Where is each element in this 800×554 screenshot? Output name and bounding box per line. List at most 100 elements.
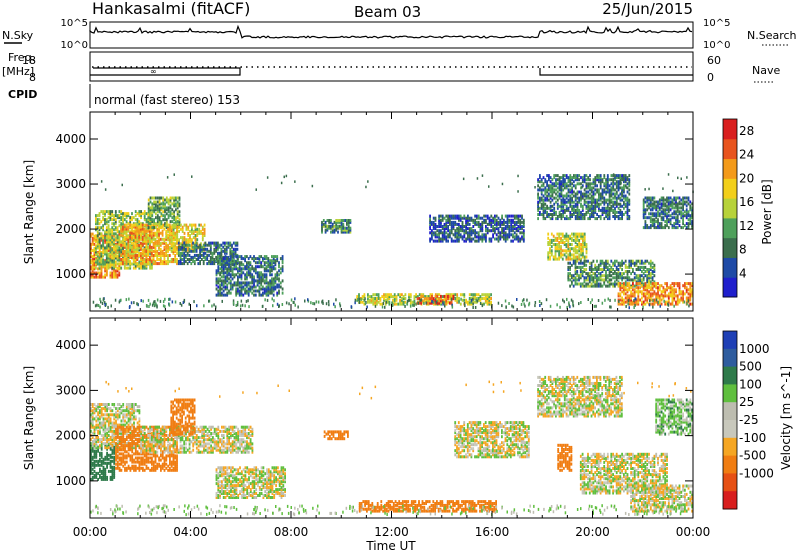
- range-gate-cell: [447, 293, 450, 297]
- range-gate-cell: [244, 267, 246, 271]
- range-gate-cell: [569, 178, 572, 182]
- range-gate-cell: [274, 275, 277, 279]
- range-gate-cell: [490, 229, 493, 233]
- range-gate-cell: [138, 243, 140, 247]
- range-gate-cell: [143, 214, 146, 218]
- range-gate-cell: [637, 259, 640, 263]
- range-gate-cell: [580, 234, 582, 238]
- range-gate-cell: [642, 202, 645, 206]
- range-gate-cell: [114, 256, 117, 260]
- range-gate-cell: [269, 273, 271, 277]
- range-gate-cell: [447, 294, 449, 298]
- range-gate-cell: [626, 217, 629, 221]
- range-gate-cell: [132, 249, 135, 253]
- range-gate-cell: [161, 231, 164, 235]
- range-gate-cell: [253, 259, 255, 263]
- range-gate-cell: [138, 227, 140, 231]
- range-gate-cell: [474, 220, 476, 224]
- range-gate-cell: [608, 274, 611, 278]
- range-gate-cell: [562, 178, 565, 182]
- range-gate-cell: [476, 235, 478, 239]
- range-gate-cell: [95, 244, 97, 248]
- range-gate-cell: [217, 265, 220, 269]
- range-gate-cell: [321, 228, 323, 232]
- range-gate-cell: [537, 178, 539, 182]
- range-gate-cell: [476, 222, 478, 226]
- range-gate-cell: [601, 278, 604, 282]
- range-gate-cell: [100, 273, 103, 277]
- range-gate-cell: [102, 216, 104, 220]
- range-gate-cell: [129, 266, 132, 270]
- range-gate-cell: [260, 293, 263, 297]
- range-gate-cell: [621, 284, 623, 288]
- range-gate-cell: [109, 210, 112, 214]
- range-gate-cell: [229, 269, 232, 273]
- range-gate-cell: [610, 259, 613, 263]
- range-gate-cell: [456, 229, 458, 233]
- range-gate-cell: [143, 227, 146, 231]
- range-gate-cell: [138, 239, 140, 243]
- range-gate-cell: [100, 252, 103, 256]
- range-gate-cell: [242, 267, 245, 271]
- range-gate-cell: [180, 236, 182, 240]
- range-gate-cell: [274, 263, 277, 267]
- range-gate-cell: [169, 206, 172, 210]
- range-gate-cell: [263, 287, 266, 291]
- range-gate-cell: [644, 298, 647, 302]
- range-gate-cell: [562, 202, 565, 206]
- range-gate-cell: [560, 241, 562, 244]
- range-gate-cell: [574, 215, 577, 218]
- range-gate-cell: [272, 267, 275, 271]
- range-gate-cell: [626, 200, 629, 204]
- range-gate-cell: [583, 213, 586, 216]
- range-gate-cell: [572, 232, 575, 236]
- range-gate-cell: [221, 275, 223, 279]
- range-gate-cell: [131, 256, 133, 259]
- range-gate-cell: [549, 241, 551, 244]
- range-gate-cell: [539, 198, 541, 202]
- range-gate-cell: [183, 236, 186, 240]
- range-gate-cell: [615, 190, 618, 194]
- range-gate-cell: [519, 218, 522, 222]
- range-gate-cell: [129, 245, 131, 249]
- range-gate-cell: [571, 204, 573, 208]
- range-gate-cell: [612, 204, 615, 208]
- range-gate-cell: [187, 225, 190, 229]
- range-gate-cell: [569, 247, 571, 251]
- range-gate-cell: [138, 254, 140, 257]
- range-gate-cell: [271, 289, 273, 293]
- range-gate-cell: [603, 261, 606, 265]
- range-gate-cell: [644, 208, 647, 212]
- range-gate-cell: [176, 210, 179, 214]
- range-gate-cell: [641, 259, 643, 263]
- range-gate-cell: [445, 220, 448, 224]
- range-gate-cell: [399, 302, 401, 306]
- range-gate-cell: [107, 212, 110, 216]
- range-gate-cell: [150, 254, 153, 257]
- range-gate-cell: [201, 236, 204, 240]
- range-gate-cell: [454, 233, 457, 237]
- range-gate-cell: [138, 260, 141, 264]
- range-gate-cell: [606, 180, 609, 184]
- range-gate-cell: [537, 188, 539, 192]
- range-gate-cell: [114, 263, 117, 267]
- range-gate-cell: [102, 250, 104, 254]
- range-gate-cell: [592, 198, 595, 202]
- range-gate-cell: [267, 259, 270, 263]
- range-gate-cell: [189, 223, 191, 227]
- range-gate-cell: [632, 268, 634, 271]
- range-gate-cell: [569, 274, 571, 278]
- range-gate-cell: [147, 198, 150, 202]
- range-gate-cell: [592, 284, 595, 288]
- range-gate-cell: [213, 249, 216, 253]
- range-gate-cell: [111, 258, 114, 262]
- range-gate-cell: [95, 258, 97, 262]
- range-gate-cell: [562, 180, 565, 184]
- range-gate-cell: [431, 235, 433, 239]
- range-gate-cell: [240, 257, 243, 261]
- range-gate-cell: [552, 255, 555, 259]
- range-gate-cell: [592, 180, 595, 184]
- range-gate-cell: [218, 243, 221, 247]
- range-gate-cell: [100, 238, 103, 242]
- range-gate-cell: [497, 237, 500, 241]
